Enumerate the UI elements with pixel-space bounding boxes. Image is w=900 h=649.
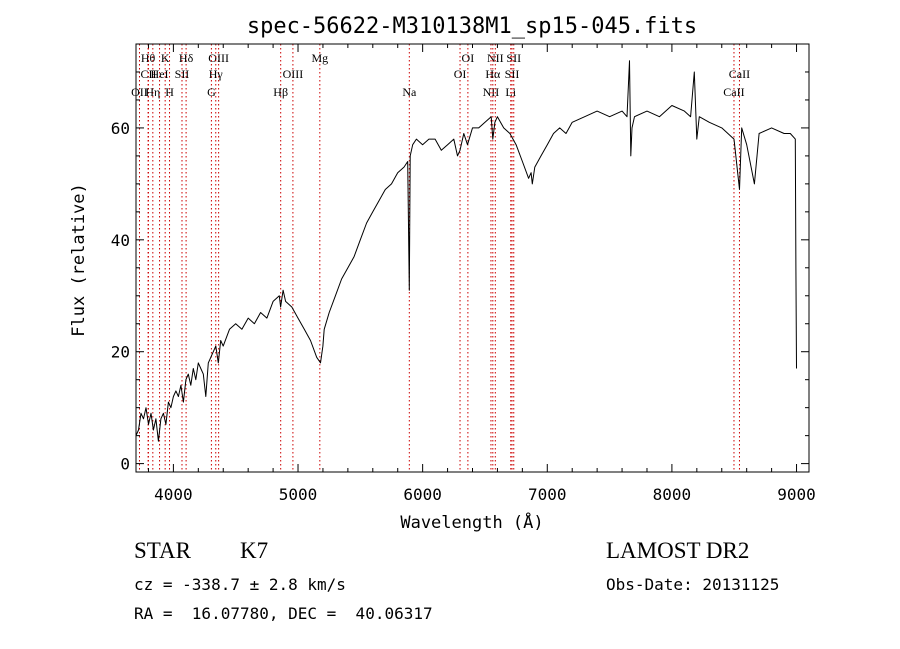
marker-label-6: H xyxy=(165,85,174,99)
x-tick-label-3: 7000 xyxy=(528,485,567,504)
coordinates-line: RA = 16.07780, DEC = 40.06317 xyxy=(134,604,433,623)
x-tick-label-4: 8000 xyxy=(653,485,692,504)
x-axis-label: Wavelength (Å) xyxy=(400,511,543,533)
marker-label-18: NII xyxy=(487,51,504,65)
marker-label-16: OI xyxy=(462,51,475,65)
marker-label-2: OII xyxy=(131,85,148,99)
marker-label-11: G xyxy=(207,85,216,99)
spectrum-series xyxy=(135,60,797,442)
marker-label-22: SII xyxy=(505,67,520,81)
marker-label-25: CaII xyxy=(723,85,744,99)
marker-label-23: Li xyxy=(505,85,516,99)
y-tick-label-1: 20 xyxy=(111,343,130,362)
marker-label-24: CaII xyxy=(729,67,750,81)
x-tick-label-0: 4000 xyxy=(154,485,193,504)
marker-label-21: SII xyxy=(506,51,521,65)
marker-label-13: Hβ xyxy=(273,85,288,99)
marker-label-12: OIII xyxy=(283,67,304,81)
plot-frame xyxy=(135,43,810,473)
marker-label-17: OI xyxy=(454,67,467,81)
marker-label-0: Hθ xyxy=(141,51,156,65)
axis-ticks: 4000 5000 6000 7000 8000 9000 0 20 40 60 xyxy=(111,44,816,504)
y-axis-label: Flux (relative) xyxy=(69,183,89,337)
spectrum-line-0 xyxy=(135,60,797,442)
obs-date-line: Obs-Date: 20131125 xyxy=(606,575,780,594)
chart-title: spec-56622-M310138M1_sp15-045.fits xyxy=(247,14,697,39)
marker-label-20: Hα xyxy=(485,67,501,81)
marker-label-3: Hη xyxy=(145,85,160,99)
y-tick-label-0: 0 xyxy=(120,455,130,474)
marker-label-15: Na xyxy=(402,85,417,99)
object-class: STAR xyxy=(134,538,191,563)
marker-label-5: K xyxy=(161,51,170,65)
marker-label-19: NII xyxy=(483,85,500,99)
marker-label-8: Hδ xyxy=(179,51,194,65)
marker-label-9: OIII xyxy=(208,51,229,65)
redshift-line: cz = -338.7 ± 2.8 km/s xyxy=(134,575,346,594)
y-tick-label-3: 60 xyxy=(111,119,130,138)
marker-label-14: Mg xyxy=(311,51,328,65)
marker-label-10: Hγ xyxy=(209,67,224,81)
x-tick-label-1: 5000 xyxy=(279,485,318,504)
x-tick-label-5: 9000 xyxy=(777,485,816,504)
survey-name: LAMOST DR2 xyxy=(606,538,750,563)
y-tick-label-2: 40 xyxy=(111,231,130,250)
spectral-subclass: K7 xyxy=(240,538,269,563)
x-tick-label-2: 6000 xyxy=(403,485,442,504)
marker-label-4: HeI xyxy=(151,67,169,81)
marker-label-7: SII xyxy=(175,67,190,81)
